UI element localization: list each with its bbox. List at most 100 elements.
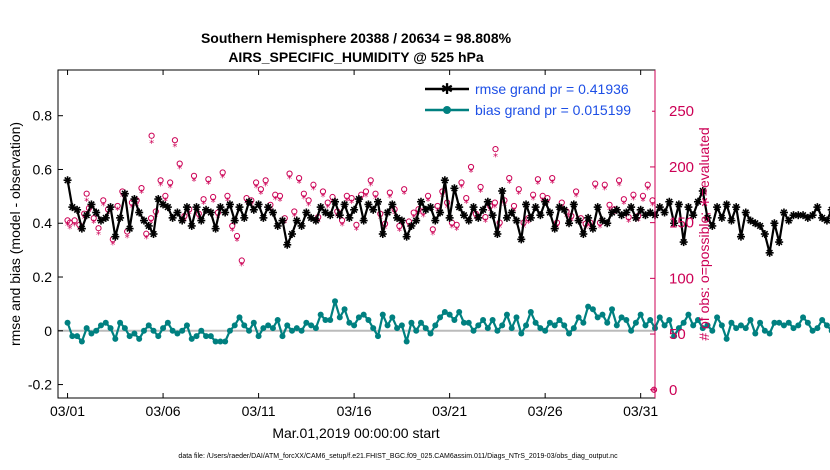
obs-evaluated-point: * xyxy=(144,234,149,245)
obs-evaluated-point: * xyxy=(368,181,373,192)
rmse-point xyxy=(464,216,473,225)
obs-evaluated-point: * xyxy=(497,223,502,234)
x-tick-label: 03/06 xyxy=(146,403,181,419)
rmse-point xyxy=(302,208,311,217)
obs-evaluated-point: * xyxy=(297,179,302,190)
bias-point xyxy=(236,314,243,321)
bias-point xyxy=(637,311,644,318)
rmse-point xyxy=(168,213,177,222)
rmse-point xyxy=(149,230,158,238)
obs-evaluated-point: * xyxy=(91,219,96,230)
bias-point xyxy=(179,327,186,334)
bias-point xyxy=(126,333,133,340)
rmse-point xyxy=(283,240,292,249)
obs-evaluated-point: * xyxy=(535,180,540,191)
obs-evaluated-point: * xyxy=(206,180,211,191)
bias-point xyxy=(470,327,477,334)
bias-point xyxy=(737,322,744,329)
rmse-point xyxy=(636,205,645,214)
bias-point xyxy=(618,314,625,321)
rmse-point xyxy=(584,213,593,222)
rmse-point xyxy=(268,208,277,217)
rmse-point xyxy=(192,203,201,212)
obs-possible-point xyxy=(262,177,269,184)
rmse-point xyxy=(813,203,822,212)
obs-possible-point xyxy=(291,208,298,215)
bias-point xyxy=(303,319,310,326)
y-tick-label: 0.6 xyxy=(33,161,53,177)
obs-evaluated-point: * xyxy=(645,185,650,196)
bias-point xyxy=(217,338,224,345)
x-tick-label: 03/01 xyxy=(50,403,85,419)
rmse-point xyxy=(698,186,707,195)
rmse-point xyxy=(326,211,335,220)
obs-evaluated-point: * xyxy=(531,195,536,206)
rmse-point xyxy=(216,203,225,212)
bias-point xyxy=(761,327,768,334)
rmse-point xyxy=(426,203,435,212)
obs-possible-point xyxy=(453,221,460,228)
rmse-point xyxy=(278,216,287,225)
obs-possible-point xyxy=(253,179,260,186)
obs-evaluated-point: * xyxy=(115,205,120,216)
bias-point xyxy=(456,308,463,315)
rmse-point xyxy=(760,230,769,238)
obs-evaluated-point: * xyxy=(258,190,263,201)
obs-possible-point xyxy=(286,170,293,177)
rmse-point xyxy=(603,219,612,228)
obs-outlier-possible xyxy=(148,132,155,139)
obs-possible-point xyxy=(506,174,513,182)
bias-point xyxy=(203,333,210,340)
bias-point xyxy=(699,325,706,332)
bias-point xyxy=(499,322,506,329)
bias-point xyxy=(97,322,104,329)
obs-possible-point xyxy=(224,192,231,199)
rmse-point xyxy=(474,213,483,222)
obs-possible-point xyxy=(300,190,307,197)
rmse-point xyxy=(579,230,588,238)
rmse-point xyxy=(412,216,421,225)
rmse-point xyxy=(397,216,406,225)
obs-evaluated-point: * xyxy=(478,187,483,198)
rmse-point xyxy=(522,200,531,209)
bias-point xyxy=(136,335,143,342)
legend-rmse-marker: ✱ xyxy=(441,80,454,98)
bias-point xyxy=(289,327,296,334)
obs-evaluated-point: * xyxy=(454,225,459,236)
rmse-point xyxy=(135,208,144,217)
obs-evaluated-point: * xyxy=(640,196,645,207)
obs-possible-point xyxy=(372,190,379,197)
rmse-point xyxy=(416,197,425,206)
bias-point xyxy=(823,322,830,329)
obs-possible-point xyxy=(71,217,78,224)
obs-possible-point xyxy=(362,188,370,195)
bias-point xyxy=(465,319,472,326)
obs-evaluated-point: * xyxy=(168,183,173,194)
bias-point xyxy=(150,327,157,334)
rmse-point xyxy=(163,203,172,212)
rmse-point xyxy=(684,203,693,212)
rmse-point xyxy=(703,213,712,222)
bias-point xyxy=(766,330,773,337)
obs-evaluated-point: * xyxy=(492,203,497,214)
obs-evaluated-point: * xyxy=(211,197,216,208)
bias-point xyxy=(374,333,381,340)
obs-evaluated-point: * xyxy=(488,206,493,217)
bias-point xyxy=(355,314,362,321)
rmse-point xyxy=(106,203,115,212)
rmse-point xyxy=(770,219,779,228)
rmse-point xyxy=(541,197,550,206)
obs-evaluated-point: * xyxy=(172,142,177,153)
bias-point xyxy=(379,311,386,318)
bias-point xyxy=(723,335,730,342)
bias-point xyxy=(790,325,797,332)
rmse-point xyxy=(187,221,196,230)
bias-point xyxy=(551,322,558,329)
rmse-point xyxy=(526,213,535,222)
bias-point xyxy=(346,319,353,326)
obs-evaluated-point: * xyxy=(483,218,488,229)
rmse-point xyxy=(431,216,440,225)
obs-evaluated-point: * xyxy=(354,225,359,236)
legend: ✱ rmse grand pr = 0.41936 bias grand pr … xyxy=(418,77,652,123)
